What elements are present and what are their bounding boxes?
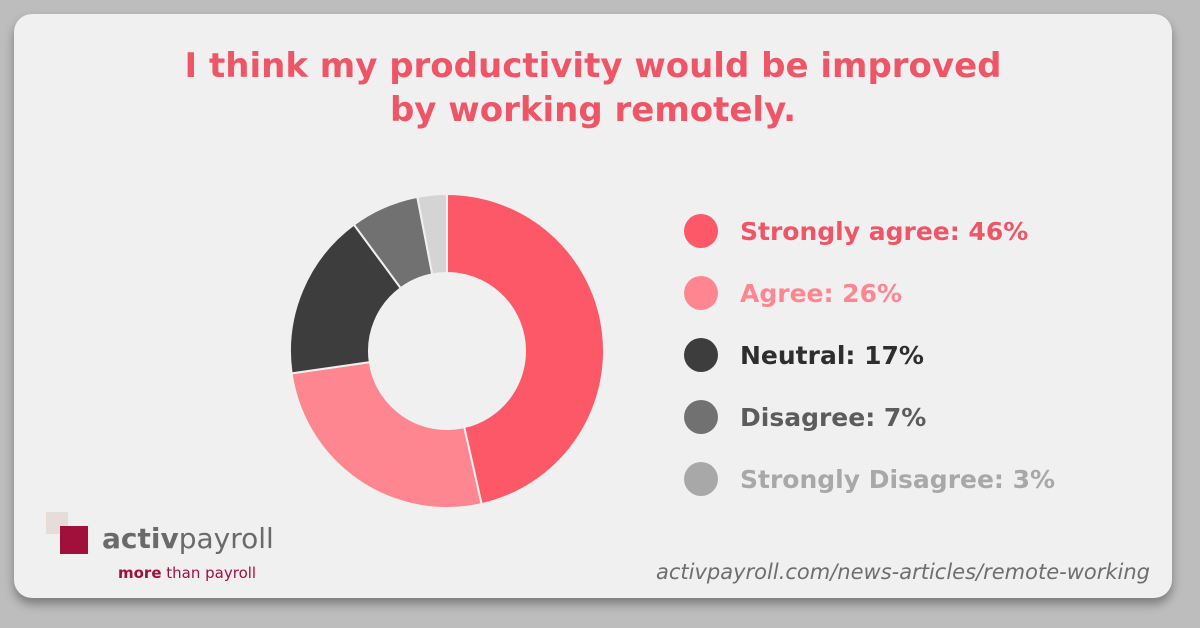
legend-swatch-disagree	[684, 400, 718, 434]
chart-legend: Strongly agree: 46% Agree: 26% Neutral: 17…	[684, 200, 1154, 510]
logo-tagline: more than payroll	[118, 564, 257, 582]
legend-item-strongly-agree: Strongly agree: 46%	[684, 200, 1154, 262]
chart-title-line-1: I think my productivity would be improve…	[184, 46, 1002, 86]
legend-label-agree: Agree: 26%	[740, 278, 903, 308]
infographic-card: I think my productivity would be improve…	[14, 14, 1172, 598]
legend-swatch-strongly-agree	[684, 214, 718, 248]
legend-item-disagree: Disagree: 7%	[684, 386, 1154, 448]
legend-swatch-agree	[684, 276, 718, 310]
legend-label-disagree: Disagree: 7%	[740, 402, 927, 432]
legend-label-strongly-agree: Strongly agree: 46%	[740, 216, 1029, 246]
chart-title: I think my productivity would be improve…	[14, 44, 1172, 132]
activpayroll-logo: activpayroll more than payroll	[44, 512, 274, 586]
logo-square-front	[60, 526, 88, 554]
logo-wordmark: activpayroll	[102, 522, 274, 555]
source-url: activpayroll.com/news-articles/remote-wo…	[656, 560, 1150, 584]
donut-slice-strongly-disagree	[416, 192, 448, 276]
donut-slice-neutral	[289, 223, 403, 375]
legend-item-strongly-disagree: Strongly Disagree: 3%	[684, 448, 1154, 510]
legend-item-agree: Agree: 26%	[684, 262, 1154, 324]
chart-title-line-2: by working remotely.	[389, 90, 797, 130]
legend-label-neutral: Neutral: 17%	[740, 340, 924, 370]
legend-swatch-neutral	[684, 338, 718, 372]
donut-slice-strongly-agree	[446, 192, 605, 506]
legend-item-neutral: Neutral: 17%	[684, 324, 1154, 386]
donut-chart	[289, 192, 605, 509]
legend-label-strongly-disagree: Strongly Disagree: 3%	[740, 464, 1056, 494]
legend-swatch-strongly-disagree	[684, 462, 718, 496]
donut-slice-agree	[290, 360, 483, 509]
